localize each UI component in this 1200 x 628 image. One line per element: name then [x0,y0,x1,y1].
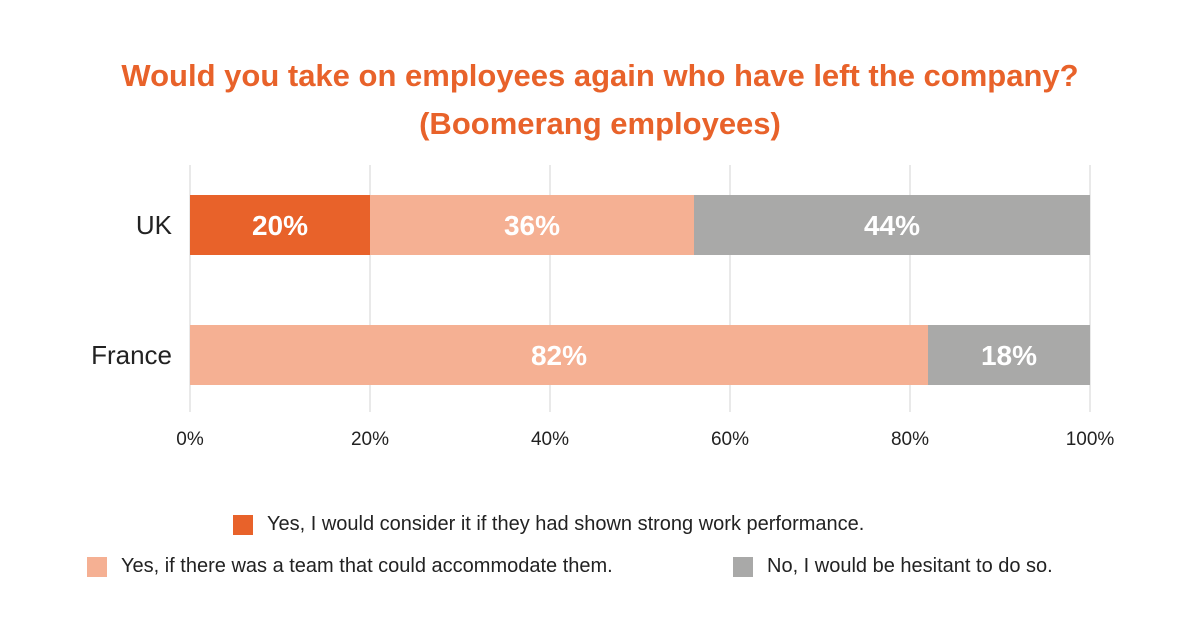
legend-label-series-3: No, I would be hesitant to do so. [767,555,1053,577]
x-tick-label: 100% [1066,429,1115,450]
label-layer: 0% 20% 40% 60% 80% 100% UK 20% 36% 44% France 82% 18… [91,210,1114,450]
x-tick-label: 80% [891,429,929,450]
x-tick-label: 20% [351,429,389,450]
legend-swatch-series-3 [733,556,753,577]
data-label: 20% [252,210,308,241]
x-tick-label: 60% [711,429,749,450]
bar-segment [190,195,370,255]
x-tick-label: 0% [176,429,204,450]
x-tick-label: 40% [531,429,569,450]
data-label: 36% [504,210,560,241]
bar-segment [190,325,928,385]
legend-swatch-series-2 [87,556,107,577]
bar-segment [370,195,694,255]
legend-swatch-series-1 [233,514,253,535]
legend-label-series-1: Yes, I would consider it if they had sho… [267,513,865,535]
category-label: UK [136,210,173,240]
chart-title-line-1: Would you take on employees again who ha… [121,58,1079,93]
data-label: 18% [981,340,1037,371]
data-label: 44% [864,210,920,241]
legend-item-series-2: Yes, if there was a team that could acco… [87,555,613,578]
legend-label-series-2: Yes, if there was a team that could acco… [121,555,613,577]
bar-segment [694,195,1090,255]
legend-item-series-1: Yes, I would consider it if they had sho… [233,513,864,536]
bar-layer [190,195,1090,385]
legend-item-series-3: No, I would be hesitant to do so. [733,555,1053,578]
category-label: France [91,340,172,370]
bar-segment [928,325,1090,385]
chart-title-line-2: (Boomerang employees) [419,106,781,141]
chart-title: Would you take on employees again who ha… [0,52,1200,148]
data-label: 82% [531,340,587,371]
